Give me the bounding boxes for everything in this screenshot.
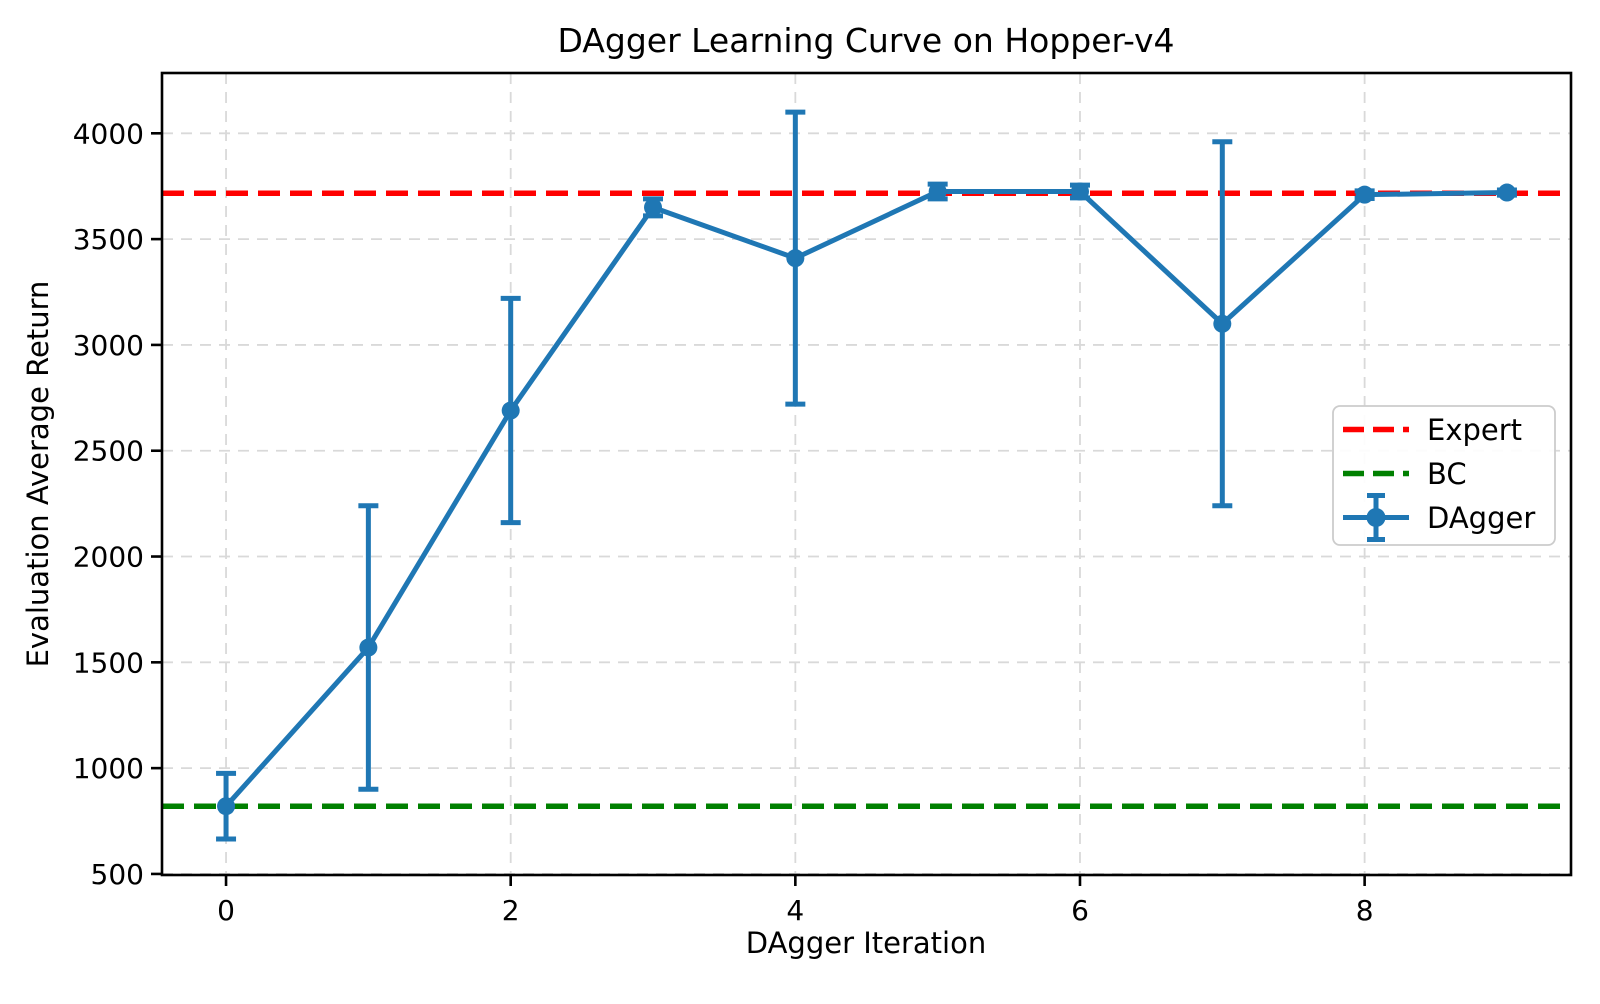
- data-point-marker: [359, 638, 378, 657]
- plot-border: [160, 71, 1573, 877]
- dagger-line: [223, 189, 1510, 809]
- data-point-marker: [644, 198, 663, 217]
- y-tick-label: 1000: [73, 752, 144, 785]
- axes-spines-and-ticks: [151, 71, 1573, 886]
- chart-title: DAgger Learning Curve on Hopper-v4: [557, 21, 1174, 60]
- dagger-series: [216, 109, 1517, 842]
- tick-labels: 0 2 4 6 8 500 1000 1500 2000 2500 3000 3500 4000: [73, 117, 1374, 927]
- y-tick-label: 1500: [73, 646, 144, 679]
- y-tick-label: 3500: [73, 223, 144, 256]
- x-axis-label: DAgger Iteration: [746, 926, 986, 960]
- x-tick-label: 6: [1071, 894, 1089, 927]
- legend-label-bc: BC: [1427, 457, 1467, 491]
- data-point-marker: [1497, 183, 1516, 202]
- data-point-marker: [786, 249, 805, 268]
- legend-samples: [1343, 426, 1409, 542]
- data-point-marker: [1355, 185, 1374, 204]
- y-tick-label: 2000: [73, 541, 144, 574]
- y-tick-label: 4000: [73, 117, 144, 150]
- data-point-marker: [501, 401, 520, 420]
- y-tick-label: 2500: [73, 435, 144, 468]
- grid-lines: [162, 73, 1571, 875]
- x-tick-label: 2: [502, 894, 520, 927]
- legend-label-expert: Expert: [1427, 413, 1522, 447]
- data-point-marker: [217, 797, 236, 816]
- legend-sample-marker: [1366, 508, 1386, 527]
- legend: Expert BC DAgger: [1332, 405, 1556, 546]
- legend-label-dagger: DAgger: [1427, 501, 1535, 535]
- data-point-marker: [1213, 314, 1232, 333]
- y-tick-label: 3000: [73, 329, 144, 362]
- x-tick-label: 4: [786, 894, 804, 927]
- reference-lines: [162, 190, 1571, 809]
- y-axis-label: Evaluation Average Return: [21, 281, 55, 668]
- legend-box: [1332, 405, 1556, 546]
- data-point-marker: [1070, 182, 1089, 201]
- y-tick-label: 500: [91, 858, 144, 891]
- x-tick-label: 8: [1356, 894, 1374, 927]
- data-point-marker: [928, 182, 947, 201]
- x-tick-label: 0: [217, 894, 235, 927]
